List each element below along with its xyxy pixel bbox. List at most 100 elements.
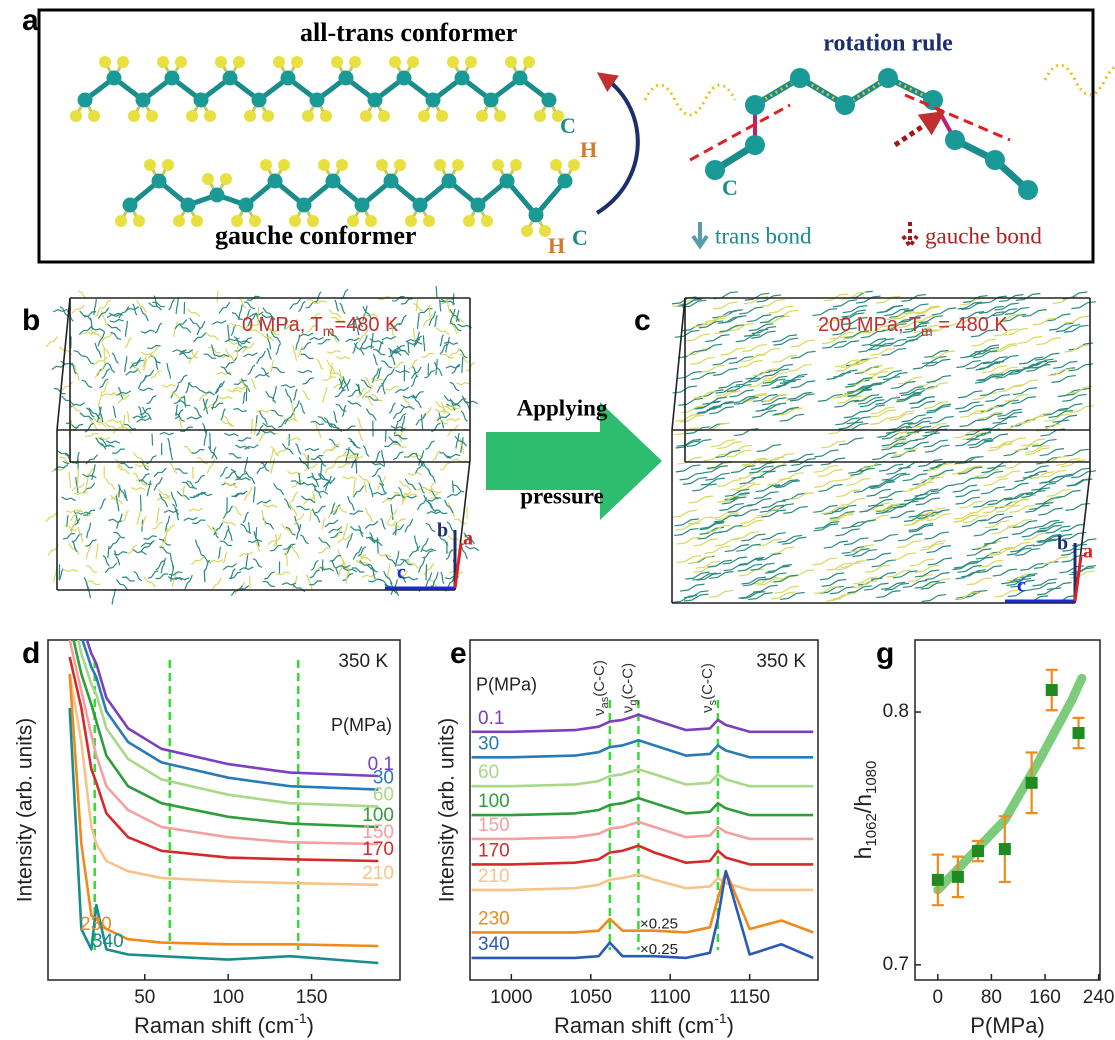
molecule <box>262 504 278 508</box>
molecule <box>700 364 725 373</box>
molecule <box>141 355 148 368</box>
molecule <box>1048 409 1074 419</box>
molecule <box>401 492 407 505</box>
molecule <box>388 436 402 447</box>
molecule <box>370 461 385 468</box>
gauche-arrow-icon <box>901 222 919 250</box>
molecule <box>1055 324 1081 333</box>
carbon-atom <box>193 92 209 108</box>
molecule <box>220 419 235 428</box>
molecule <box>193 406 203 418</box>
molecule <box>832 327 857 336</box>
molecule <box>291 403 296 420</box>
molecule <box>403 452 418 458</box>
molecule <box>913 329 938 338</box>
y-label-part: h <box>850 847 876 860</box>
molecule <box>273 483 285 496</box>
molecule <box>836 562 862 571</box>
molecule <box>298 456 310 470</box>
molecule <box>841 520 867 529</box>
molecule <box>236 345 240 358</box>
molecule <box>918 458 943 467</box>
molecule <box>135 479 149 486</box>
molecule <box>426 510 442 515</box>
molecule <box>225 348 235 363</box>
molecule <box>161 383 177 388</box>
molecule <box>823 540 849 549</box>
molecule <box>853 576 878 585</box>
molecule <box>779 472 804 481</box>
molecule <box>330 531 343 539</box>
molecule <box>902 579 928 589</box>
legend-entry: 210 <box>478 866 510 887</box>
molecule <box>672 509 698 518</box>
molecule <box>118 306 130 319</box>
molecule <box>748 323 774 332</box>
molecule <box>826 562 852 571</box>
molecule <box>877 369 903 379</box>
molecule <box>929 469 954 478</box>
molecule <box>205 331 219 341</box>
molecule <box>840 497 866 506</box>
molecule <box>345 448 358 455</box>
molecule <box>450 319 458 335</box>
panel-label: g <box>876 637 894 670</box>
carbon-atom <box>835 95 855 115</box>
molecule <box>328 438 339 448</box>
molecule <box>167 437 172 450</box>
molecule <box>897 376 922 385</box>
molecule <box>733 396 759 405</box>
molecule <box>826 371 852 380</box>
molecule <box>1025 447 1050 456</box>
molecule <box>458 353 469 363</box>
panel-label: c <box>634 304 651 337</box>
molecule <box>436 413 451 422</box>
carbon-atom <box>77 92 93 108</box>
molecule <box>211 394 219 410</box>
molecule <box>200 389 215 396</box>
molecule <box>189 317 201 330</box>
molecule <box>814 585 840 594</box>
molecule <box>705 545 730 554</box>
hydrogen-atom <box>133 215 145 227</box>
molecule <box>337 534 352 544</box>
molecule <box>1065 467 1090 476</box>
molecule <box>238 379 249 389</box>
molecule <box>326 349 341 354</box>
molecule <box>820 440 846 449</box>
molecule <box>698 320 724 329</box>
molecule <box>983 536 1009 545</box>
molecule <box>73 365 80 382</box>
molecule <box>720 347 746 356</box>
x-tick-label: 160 <box>1029 987 1061 1008</box>
molecule <box>912 315 938 324</box>
molecule <box>89 329 103 340</box>
molecule <box>688 495 714 504</box>
hydrogen-atom <box>494 110 506 122</box>
molecule <box>814 521 840 530</box>
molecule <box>679 472 705 481</box>
molecule <box>968 556 994 565</box>
molecule <box>730 465 756 474</box>
molecule <box>1008 491 1033 501</box>
molecule <box>741 533 766 542</box>
peak-sub: s <box>707 699 719 705</box>
molecule <box>342 523 349 539</box>
molecule <box>143 535 157 540</box>
molecule <box>731 395 756 404</box>
molecule <box>726 384 752 393</box>
molecule <box>357 553 367 564</box>
spectrum-line <box>81 640 379 791</box>
molecule <box>1061 531 1087 540</box>
molecule <box>376 378 386 393</box>
molecule <box>860 330 886 339</box>
molecule <box>408 454 424 458</box>
molecule <box>812 557 838 566</box>
molecule <box>906 330 932 339</box>
molecule <box>326 359 336 374</box>
molecule <box>174 576 190 581</box>
carbon-atom <box>209 187 225 203</box>
hydrogen-atom <box>215 56 227 68</box>
simulation-box: b ac <box>45 285 480 605</box>
molecule <box>1007 518 1032 527</box>
